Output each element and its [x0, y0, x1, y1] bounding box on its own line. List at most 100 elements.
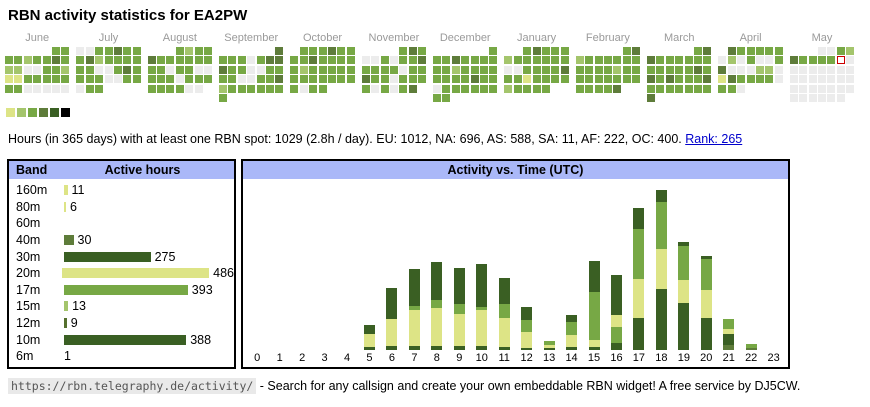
day-cell [703, 56, 712, 65]
band-hours-value: 9 [70, 316, 78, 331]
day-cell [237, 65, 246, 74]
calendar-month: July [76, 31, 141, 105]
bar-segment [700, 318, 712, 350]
band-hours-bar [64, 284, 188, 295]
day-cell [817, 84, 826, 93]
day-cell [647, 84, 656, 93]
bar-segment [700, 290, 712, 318]
hour-bar-stack [498, 278, 510, 350]
day-cell [817, 47, 826, 55]
day-cell [827, 56, 836, 65]
bar-segment [363, 347, 375, 350]
day-cell [632, 65, 641, 74]
bar-segment [543, 341, 555, 345]
bar-segment [408, 310, 420, 346]
day-cell [132, 47, 141, 55]
day-cell [836, 75, 845, 84]
activity-time-chart-panel: Activity vs. Time (UTC) 0 1 2 3 4 5 6 7 8 9 10 11 12… [241, 159, 790, 369]
day-cell [256, 75, 265, 84]
day-cell [194, 75, 203, 84]
day-cell [61, 47, 70, 55]
band-label: 12m [16, 316, 41, 331]
day-cell [371, 56, 380, 65]
day-cell [346, 65, 355, 74]
day-cell [622, 65, 631, 74]
day-cell [408, 56, 417, 65]
day-cell [513, 75, 522, 84]
day-cell [675, 56, 684, 65]
day-cell [33, 75, 42, 84]
day-cell [489, 56, 498, 65]
day-cell [585, 84, 594, 93]
day-cell [399, 65, 408, 74]
day-cell [789, 75, 798, 84]
day-cell [5, 75, 13, 84]
day-cell [746, 65, 755, 74]
day-cell [408, 47, 417, 55]
day-cell [256, 65, 265, 74]
day-cell [774, 75, 783, 84]
day-cell [175, 75, 184, 84]
day-cell [361, 84, 370, 93]
day-cell [299, 84, 308, 93]
day-cell [594, 56, 603, 65]
footer-line: https://rbn.telegraphy.de/activity/ - Se… [8, 378, 862, 394]
day-cell [275, 84, 284, 93]
day-cell [23, 56, 32, 65]
band-label: 40m [16, 233, 41, 248]
day-cell [737, 47, 746, 55]
month-label: February [585, 32, 630, 44]
day-cell [684, 84, 693, 93]
hour-bar-stack [610, 275, 622, 350]
month-label: December [439, 32, 491, 44]
day-cell [575, 65, 584, 74]
day-cell [789, 56, 798, 65]
day-cell [76, 56, 85, 65]
day-cell [647, 56, 656, 65]
day-cell [594, 84, 603, 93]
day-cell [451, 84, 460, 93]
day-cell [309, 56, 318, 65]
day-cell [541, 56, 550, 65]
band-hours-bar [64, 235, 74, 246]
day-cell [380, 56, 389, 65]
hour-slot: 22 [740, 179, 762, 367]
day-cell [147, 65, 156, 74]
day-cell [727, 56, 736, 65]
rank-link[interactable]: Rank: 265 [685, 132, 743, 146]
day-cell [451, 56, 460, 65]
day-cell [480, 84, 489, 93]
day-cell [346, 75, 355, 84]
day-cell [560, 56, 569, 65]
day-cell [523, 84, 532, 93]
day-cell [51, 84, 60, 93]
hour-slot: 20 [695, 179, 717, 367]
bar-segment [678, 303, 690, 350]
bar-segment [655, 202, 667, 249]
day-cell [647, 93, 656, 102]
hour-tick-label: 16 [610, 352, 623, 364]
bar-segment [588, 347, 600, 350]
band-label: 6m [16, 349, 34, 364]
hour-bar-stack [655, 190, 667, 350]
day-cell [551, 56, 560, 65]
day-cell [532, 75, 541, 84]
hour-tick-label: 17 [632, 352, 646, 364]
day-cell [371, 75, 380, 84]
day-cell [727, 47, 736, 55]
day-cell [147, 75, 156, 84]
day-cell [346, 47, 355, 55]
hour-bar-stack [566, 315, 578, 350]
month-grid [718, 47, 783, 105]
day-cell [51, 47, 60, 55]
bar-segment [610, 343, 622, 350]
day-cell [603, 75, 612, 84]
month-grid [789, 47, 855, 105]
day-cell [504, 65, 513, 74]
day-cell [361, 56, 370, 65]
hour-slot: 17 [628, 179, 650, 367]
hour-bar-stack [723, 319, 735, 350]
hour-slot: 2 [291, 179, 313, 367]
day-cell [157, 65, 166, 74]
hour-slot: 7 [403, 179, 425, 367]
